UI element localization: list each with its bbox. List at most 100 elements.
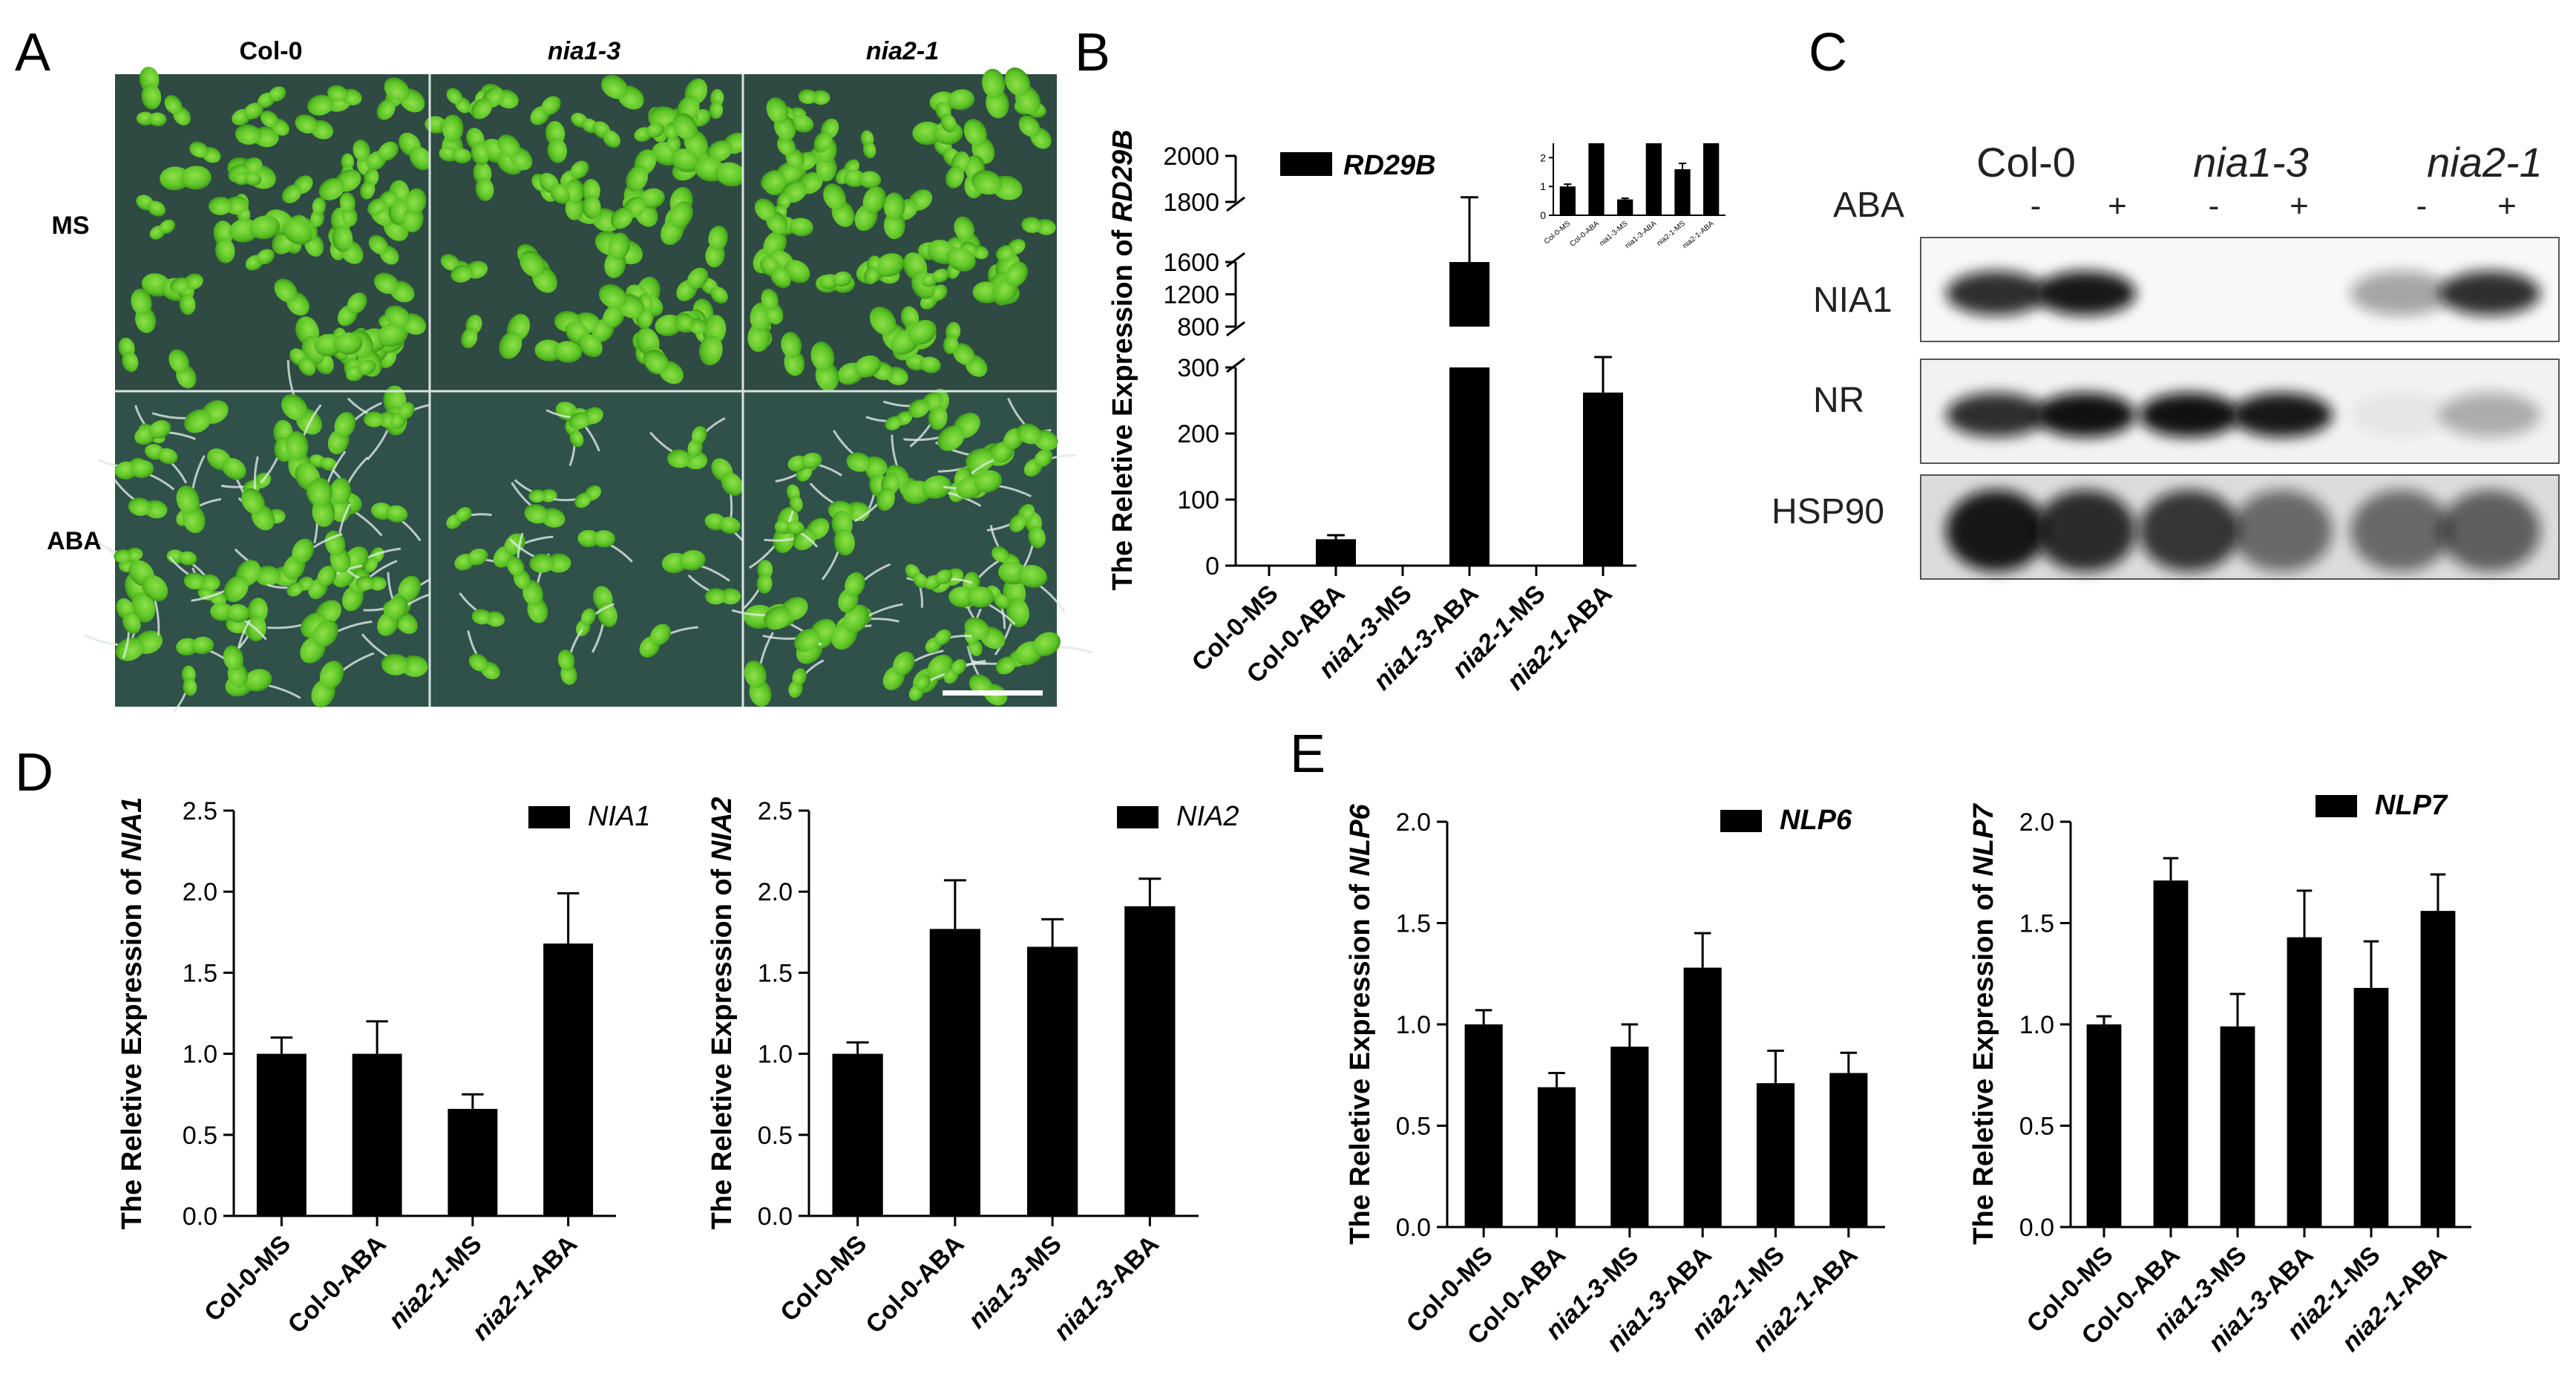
seedling-leaf (317, 565, 337, 587)
seedling-leaf (471, 98, 493, 120)
seedling (310, 197, 327, 227)
seedling-leaf (355, 576, 374, 591)
panel-c-western-blot: Col-0 nia1-3 nia2-1 ABA - + - + - + NIA1 NR H… (1772, 139, 2560, 580)
bar (1610, 1047, 1649, 1227)
seedling (649, 431, 708, 470)
seedling-leaf (675, 313, 695, 330)
seedling-leaf (176, 485, 200, 514)
seedling-leaf (374, 272, 399, 295)
seedling-leaf (952, 343, 975, 365)
photo-cell (731, 388, 1094, 707)
seedling-leaf (223, 645, 244, 671)
seedling-leaf (368, 576, 387, 591)
seedling-leaf (565, 179, 585, 204)
seedling (467, 630, 500, 680)
seedling (854, 186, 886, 232)
seedling-leaf (446, 88, 463, 105)
seedling-leaf (787, 520, 804, 535)
x-tick-label-treatment: -ABA (518, 1230, 583, 1295)
seedling-leaf (719, 588, 741, 605)
y-tick-label: 2.0 (1396, 808, 1431, 837)
seedling-leaf (456, 507, 472, 523)
seedling (339, 192, 358, 226)
x-tick-label: Col-0-ABA (860, 1230, 969, 1339)
seedling-leaf (241, 488, 265, 514)
seedling (347, 397, 399, 428)
seedling (698, 315, 727, 366)
seedling (368, 235, 399, 265)
seedling-leaf (869, 307, 897, 336)
seedling-leaf (115, 637, 144, 661)
bar (1537, 1087, 1576, 1227)
seedling-leaf (332, 225, 353, 252)
seedling (575, 603, 615, 637)
blot-treatment-label: ABA (1833, 186, 1904, 225)
blot-band (2439, 271, 2540, 315)
seedling (929, 89, 975, 113)
axis-break-mark (1226, 321, 1245, 337)
panel-letter-d: D (15, 743, 53, 802)
seedling-leaf (823, 183, 846, 210)
seedling-leaf (283, 219, 313, 245)
blot-band (2035, 393, 2136, 437)
seedling-leaf (528, 489, 546, 503)
seedling (860, 130, 876, 159)
seedling (956, 470, 1032, 499)
seedling-leaf (471, 609, 492, 625)
x-tick-label-genotype: nia1-3 (1049, 1275, 1120, 1346)
seedling-leaf (384, 305, 410, 327)
bar (929, 929, 980, 1216)
seedling-leaf (754, 198, 777, 221)
seedling-leaf (707, 140, 733, 162)
y-tick-label: 1.5 (183, 959, 217, 987)
photo-col-label-nia2-1: nia2-1 (866, 37, 939, 65)
y-axis-label-gene: NLP6 (1345, 803, 1376, 876)
seedling (497, 134, 533, 171)
seedling-leaf (243, 669, 272, 692)
seedling-leaf (601, 74, 628, 99)
y-tick-label: 2.0 (2019, 808, 2054, 837)
seedling-leaf (791, 114, 814, 133)
seedling (461, 314, 482, 349)
seedling (565, 419, 584, 466)
blot-band (2350, 271, 2451, 315)
seedling (924, 569, 973, 590)
seedling (530, 96, 561, 125)
seedling-leaf (715, 162, 746, 187)
blot-band (2439, 393, 2540, 437)
seedling (761, 288, 784, 324)
seedling-leaf (995, 245, 1015, 261)
seedling-leaf (142, 575, 168, 602)
seedling (473, 161, 494, 201)
blot-band (1946, 271, 2047, 315)
blot-genotype-nia1-3: nia1-3 (2193, 139, 2309, 186)
seedling (676, 267, 709, 301)
y-tick-label: 100 (1177, 486, 1219, 514)
y-axis-label: The Reletive Expression of NIA1 (117, 797, 148, 1230)
seedling (168, 555, 220, 592)
seedling-leaf (385, 505, 408, 523)
seedling-leaf (223, 575, 249, 603)
seedling-leaf (948, 586, 976, 608)
seedling (189, 141, 221, 163)
seedling (709, 89, 724, 120)
seedling (330, 457, 369, 523)
seedling (346, 359, 376, 382)
seedling-leaf (257, 249, 275, 265)
seedling-leaf (928, 405, 948, 431)
seedling-leaf (550, 183, 570, 204)
seedling (446, 88, 471, 114)
seedling-leaf (122, 351, 139, 373)
seedling-leaf (497, 134, 521, 158)
seedling-leaf (1017, 423, 1042, 445)
panel-letter-c: C (1809, 23, 1847, 82)
seedling-leaf (214, 238, 235, 264)
seedling-leaf (148, 420, 171, 439)
seedling-leaf (599, 284, 627, 309)
x-tick-label-treatment: -ABA (2255, 1241, 2319, 1306)
seedling (114, 459, 175, 491)
seedling (374, 272, 415, 303)
seedling (705, 225, 728, 268)
photo-row-label-aba: ABA (47, 527, 102, 555)
seedling (1004, 67, 1040, 114)
